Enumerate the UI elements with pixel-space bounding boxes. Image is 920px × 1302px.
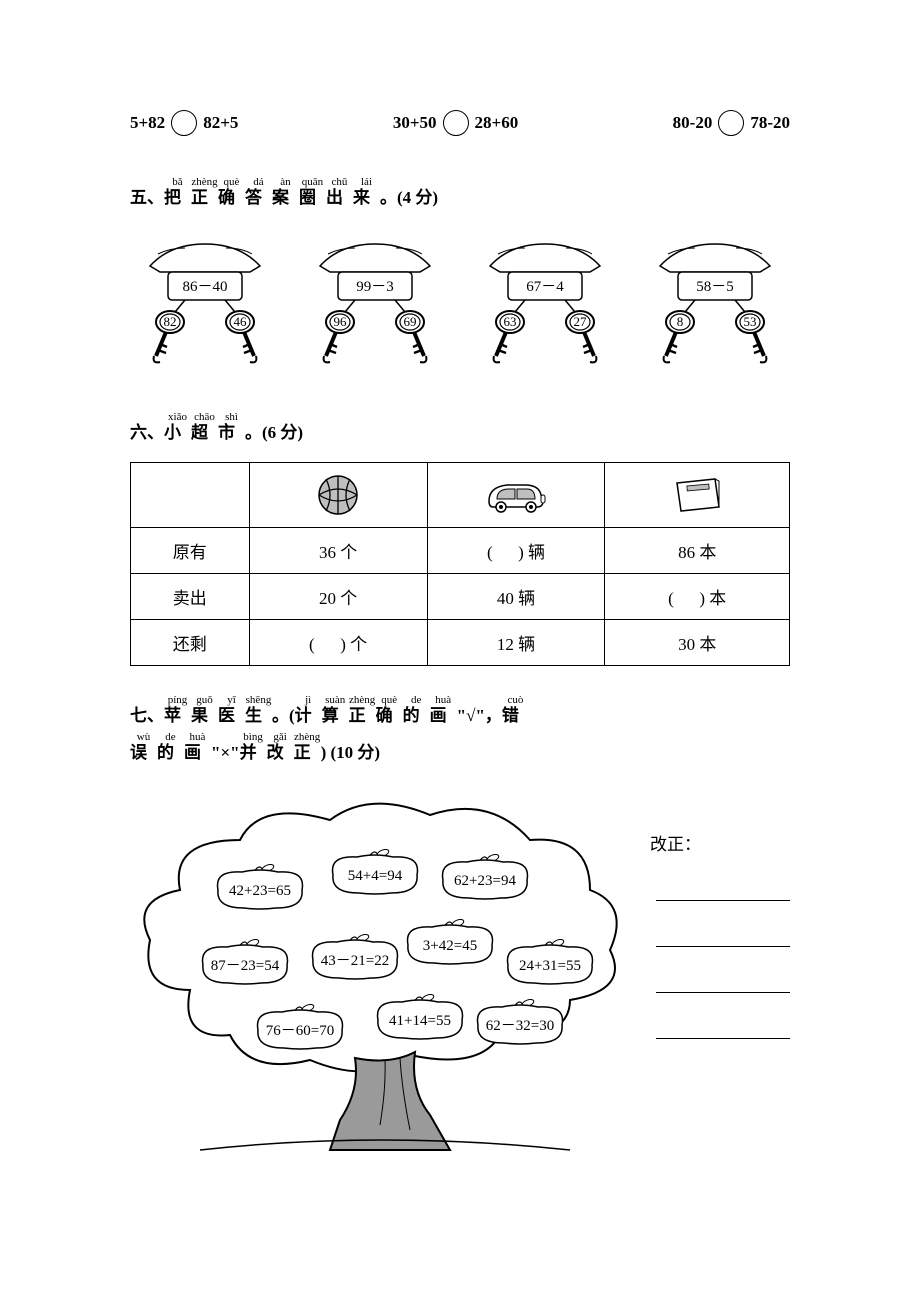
book-icon (605, 462, 790, 527)
cell: 30 本 (605, 619, 790, 665)
heading-ruby: 把bǎ正zhèng确què答dá案àn圈quān出chū来lái (164, 188, 380, 207)
corrections: 改正： (650, 790, 790, 1039)
correction-line[interactable] (656, 855, 790, 901)
row-label: 原有 (131, 527, 250, 573)
svg-text:99－3: 99－3 (356, 279, 394, 295)
svg-text:42+23=65: 42+23=65 (229, 883, 291, 899)
section5-heading: 五、把bǎ正zhèng确què答dá案àn圈quān出chū来lái。(4 分) (130, 176, 790, 208)
section7-heading: 七、苹píng果guǒ医yī生shēng。(计jì算suàn正zhèng确què… (130, 694, 790, 772)
svg-text:76－60=70: 76－60=70 (266, 1023, 334, 1039)
cmp-item: 30+50 28+60 (393, 110, 518, 136)
house-block: 67－4 63 27 (470, 226, 620, 381)
cell-blank[interactable]: ( ) 本 (605, 573, 790, 619)
svg-text:3+42=45: 3+42=45 (423, 938, 477, 954)
cmp-item: 5+82 82+5 (130, 110, 238, 136)
svg-text:62+23=94: 62+23=94 (454, 873, 516, 889)
svg-text:24+31=55: 24+31=55 (519, 958, 581, 974)
cell: 36 个 (249, 527, 427, 573)
svg-text:46: 46 (234, 314, 248, 329)
cmp-right: 82+5 (203, 113, 238, 133)
row-label: 还剩 (131, 619, 250, 665)
car-icon (427, 462, 605, 527)
cell-blank[interactable]: ( ) 辆 (427, 527, 605, 573)
basketball-icon (249, 462, 427, 527)
shop-table: 原有 36 个 ( ) 辆 86 本 卖出 20 个 40 辆 ( ) 本 还剩… (130, 462, 790, 666)
cmp-item: 80-20 78-20 (673, 110, 790, 136)
heading-ruby: 小xiǎo超chāo市shì (164, 423, 245, 442)
svg-text:54+4=94: 54+4=94 (348, 868, 403, 884)
cmp-left: 30+50 (393, 113, 437, 133)
heading-ruby: 错cuò (502, 706, 529, 725)
cell-blank[interactable]: ( ) 个 (249, 619, 427, 665)
cell: 40 辆 (427, 573, 605, 619)
row-label: 卖出 (131, 573, 250, 619)
section-num: 五、 (130, 188, 164, 207)
svg-text:69: 69 (404, 314, 417, 329)
cell: 86 本 (605, 527, 790, 573)
section6-heading: 六、小xiǎo超chāo市shì。(6 分) (130, 411, 790, 443)
table-row (131, 462, 790, 527)
cmp-left: 5+82 (130, 113, 165, 133)
svg-text:62－32=30: 62－32=30 (486, 1018, 554, 1034)
heading-ruby: 并bìng改gǎi正zhèng (240, 743, 321, 762)
heading-ruby: 误wù的de画huà (130, 743, 211, 762)
section-num: 六、 (130, 423, 164, 442)
svg-text:8: 8 (677, 314, 684, 329)
cmp-left: 80-20 (673, 113, 713, 133)
section-points: 。(6 分) (245, 423, 303, 442)
compare-circle[interactable] (443, 110, 469, 136)
svg-text:86－40: 86－40 (182, 279, 227, 295)
table-row: 卖出 20 个 40 辆 ( ) 本 (131, 573, 790, 619)
table-row: 原有 36 个 ( ) 辆 86 本 (131, 527, 790, 573)
svg-text:96: 96 (334, 314, 348, 329)
houses-row: 86－40 82 46 99－3 (130, 226, 790, 381)
compare-circle[interactable] (718, 110, 744, 136)
svg-text:53: 53 (744, 314, 757, 329)
svg-text:67－4: 67－4 (526, 279, 564, 295)
cmp-right: 28+60 (475, 113, 519, 133)
correction-line[interactable] (656, 993, 790, 1039)
correction-line[interactable] (656, 901, 790, 947)
section-points: 。(4 分) (380, 188, 438, 207)
heading-ruby: 苹píng果guǒ医yī生shēng (164, 706, 272, 725)
section-points: ) (10 分) (321, 743, 380, 762)
svg-text:82: 82 (164, 314, 177, 329)
svg-text:27: 27 (574, 314, 588, 329)
house-block: 58－5 8 53 (640, 226, 790, 381)
corr-label: 改正： (650, 830, 790, 855)
comparison-row: 5+82 82+5 30+50 28+60 80-20 78-20 (130, 110, 790, 136)
cmp-right: 78-20 (750, 113, 790, 133)
apple-tree-wrap: 42+23=65 54+4=94 62+23=94 87－23=54 43－21… (130, 790, 790, 1170)
heading-ruby: 计jì算suàn正zhèng确què的de画huà (295, 706, 457, 725)
correction-line[interactable] (656, 947, 790, 993)
svg-text:43－21=22: 43－21=22 (321, 953, 389, 969)
cell: 20 个 (249, 573, 427, 619)
svg-text:63: 63 (504, 314, 517, 329)
house-block: 86－40 82 46 (130, 226, 280, 381)
svg-text:41+14=55: 41+14=55 (389, 1013, 451, 1029)
svg-text:58－5: 58－5 (696, 279, 734, 295)
section-num: 七、 (130, 706, 164, 725)
table-row: 还剩 ( ) 个 12 辆 30 本 (131, 619, 790, 665)
apple-tree: 42+23=65 54+4=94 62+23=94 87－23=54 43－21… (130, 790, 630, 1170)
svg-text:87－23=54: 87－23=54 (211, 958, 280, 974)
cell: 12 辆 (427, 619, 605, 665)
compare-circle[interactable] (171, 110, 197, 136)
house-block: 99－3 96 69 (300, 226, 450, 381)
